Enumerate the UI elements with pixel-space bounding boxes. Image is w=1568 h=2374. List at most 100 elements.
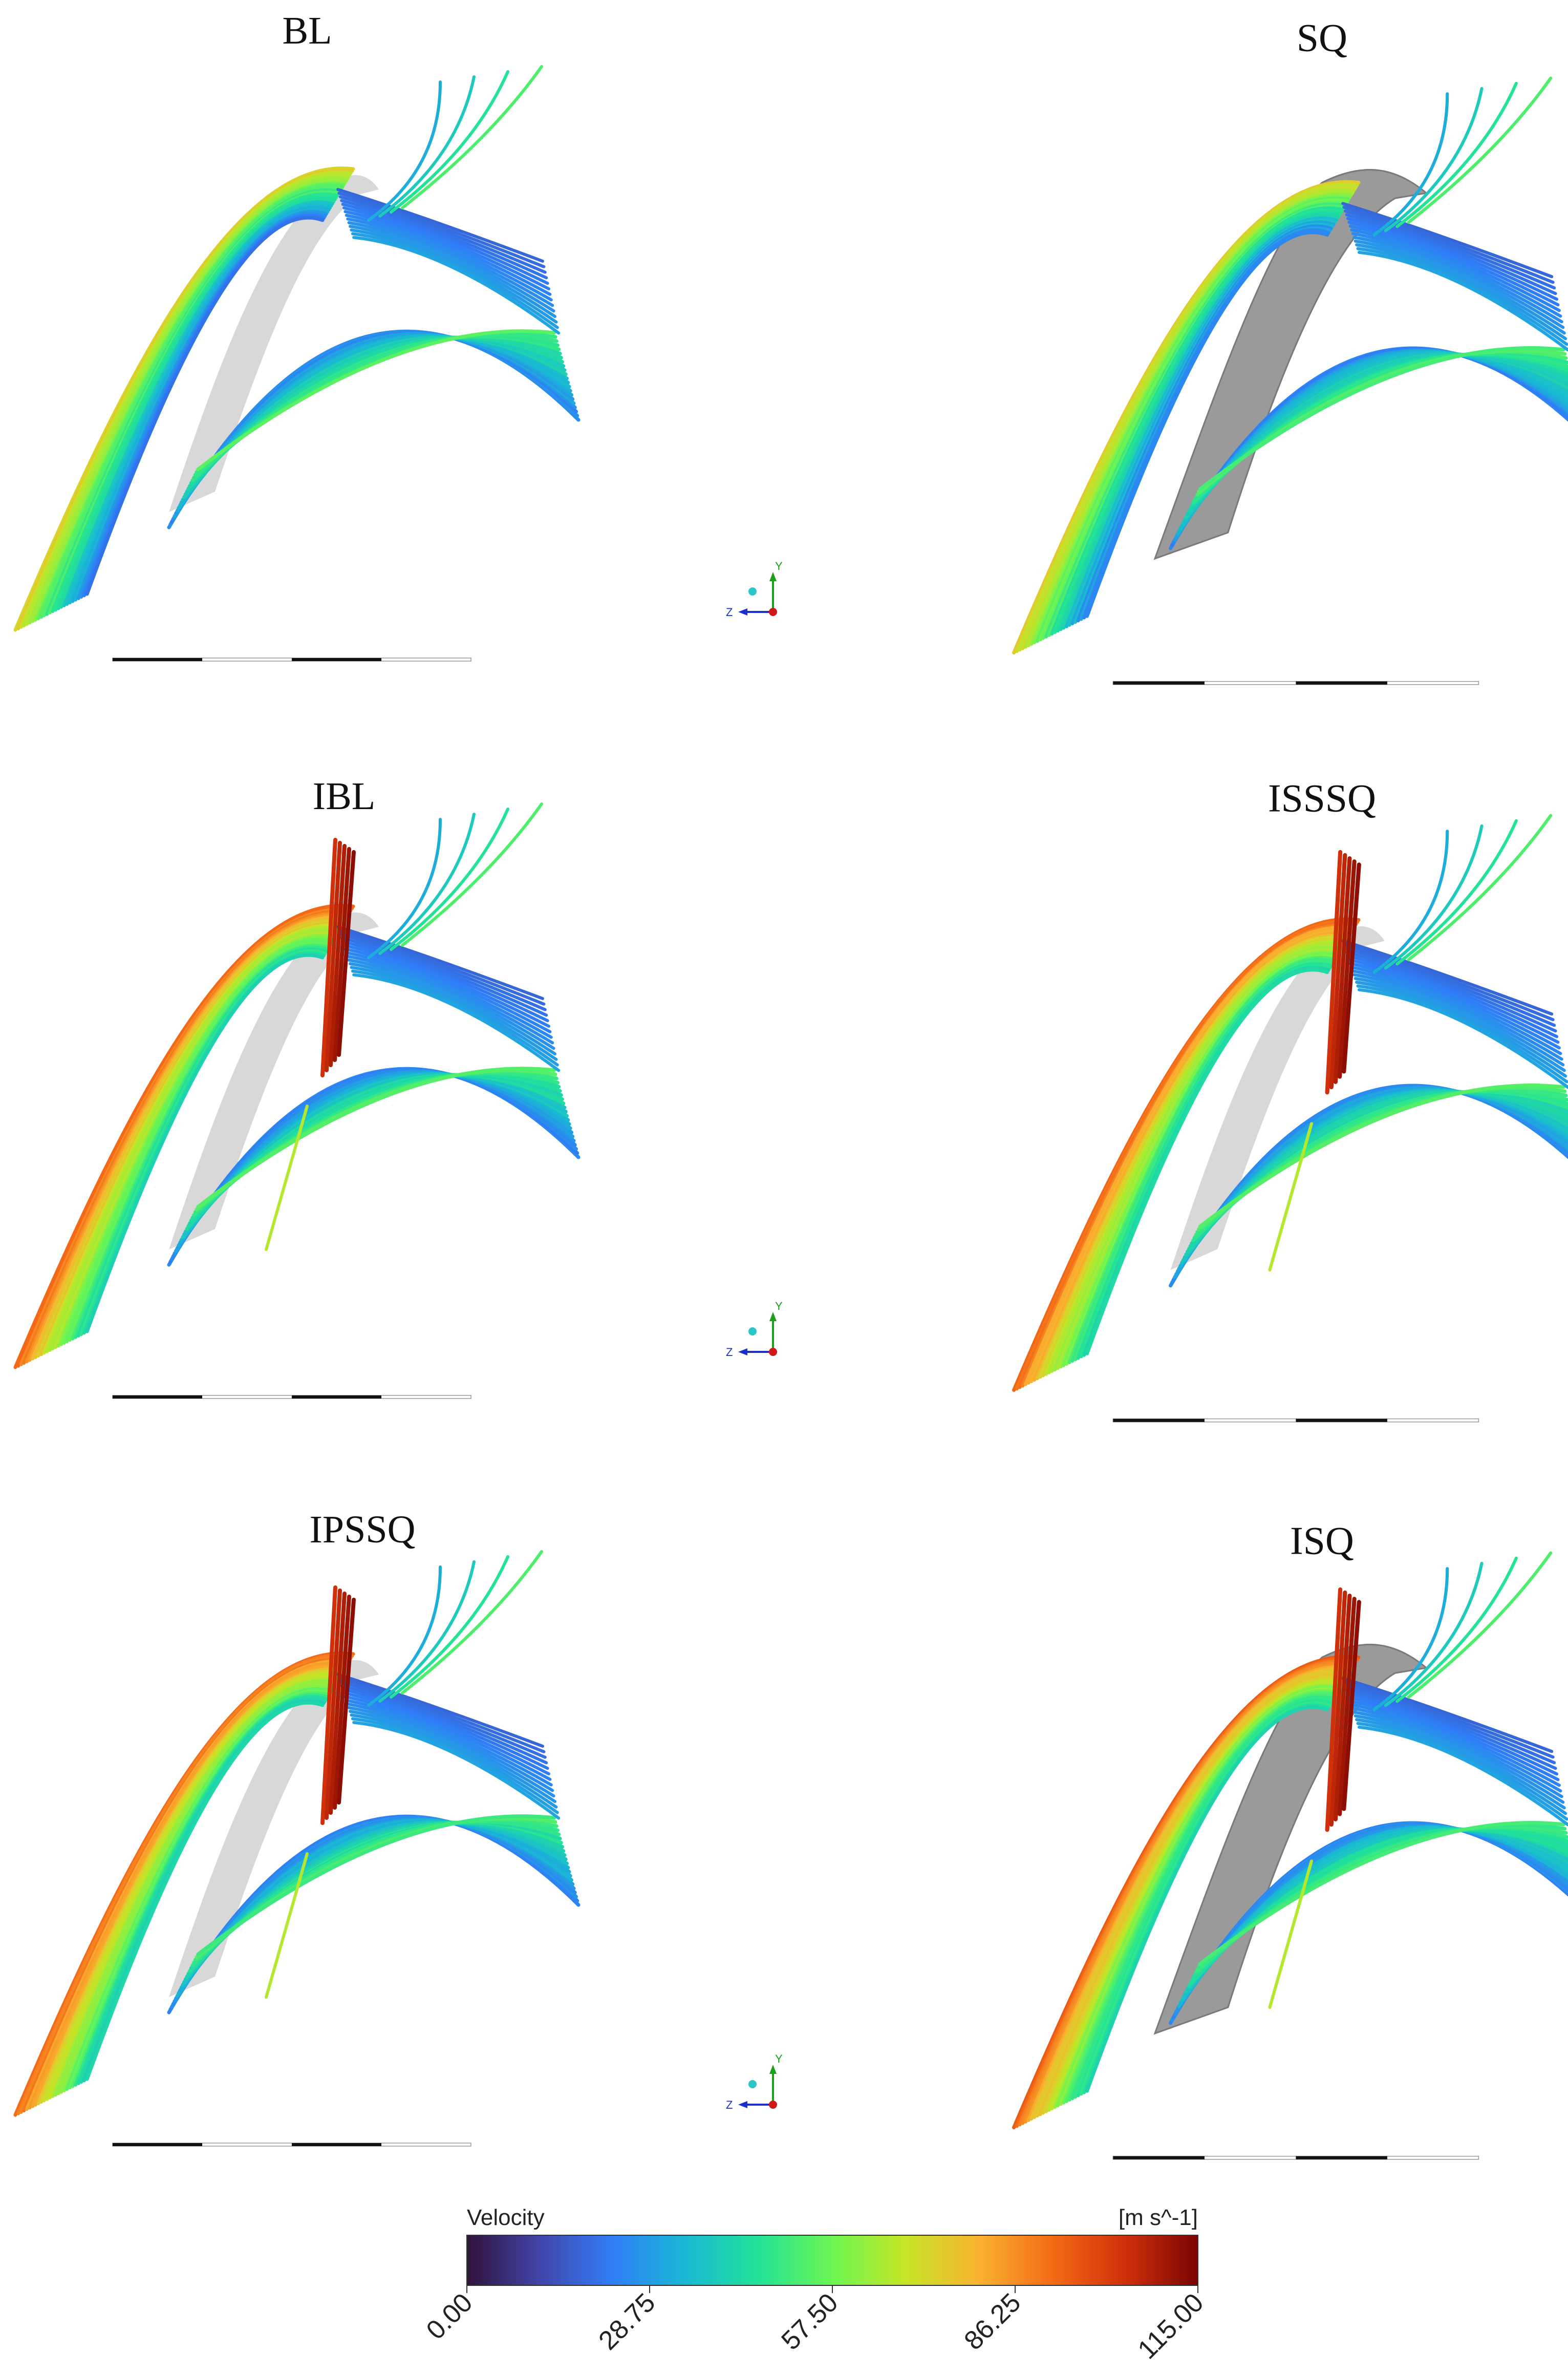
streamline	[350, 1713, 558, 1809]
blade-surface	[1153, 1643, 1428, 2035]
panel-ibl: IBL	[13, 775, 581, 1399]
streamline	[1352, 236, 1565, 329]
streamline	[346, 955, 554, 1045]
colorbar-unit: [m s^-1]	[1119, 2205, 1198, 2230]
streamline	[1352, 1710, 1565, 1804]
streamline	[1342, 205, 1555, 284]
scale-bar	[1112, 681, 1479, 685]
streamline	[1348, 1699, 1561, 1787]
streamline	[342, 1691, 550, 1775]
colorbar-tick-label: 86.25	[958, 2287, 1026, 2356]
y-axis-label: Y	[775, 2052, 783, 2065]
axis-triad: YZ	[726, 560, 783, 619]
z-axis-label: Z	[726, 606, 733, 619]
panel-bl: BL	[13, 9, 581, 662]
streamline	[1085, 1705, 1329, 2093]
streamline	[367, 80, 442, 222]
light-dot	[748, 1327, 757, 1336]
scale-bar	[1112, 2155, 1479, 2160]
streamline	[1395, 81, 1518, 228]
panel-isssq: ISSSQ	[1012, 776, 1568, 1423]
z-axis-label: Z	[726, 2099, 733, 2111]
panel-title: BL	[282, 9, 332, 52]
jet-streamline	[325, 1588, 342, 1820]
colorbar-title: Velocity	[467, 2205, 545, 2230]
streamline	[390, 1555, 509, 1699]
streamline	[1395, 819, 1518, 966]
streamline	[1346, 1691, 1559, 1776]
jet-streamline	[265, 1852, 309, 1999]
streamline	[1345, 950, 1557, 1033]
streamlines	[13, 65, 581, 632]
light-dot	[748, 2080, 757, 2088]
jet-streamline	[1268, 1859, 1314, 2009]
streamline	[196, 329, 556, 472]
streamline	[338, 932, 547, 1011]
streamline	[336, 1673, 544, 1748]
streamline	[336, 188, 544, 263]
streamline	[1347, 958, 1560, 1044]
streamline	[1355, 1718, 1567, 1815]
streamline	[1085, 968, 1329, 1355]
streamlines	[13, 1550, 581, 2117]
streamline	[1357, 988, 1568, 1089]
streamline	[341, 1687, 549, 1770]
scale-bar	[112, 1395, 471, 1399]
panel-title: IBL	[313, 775, 375, 818]
streamline	[337, 929, 546, 1006]
streamline	[352, 973, 561, 1072]
streamline	[367, 818, 442, 959]
light-dot	[748, 587, 757, 596]
streamline	[85, 216, 325, 596]
jet-streamline	[333, 1595, 351, 1810]
streamline	[1342, 943, 1555, 1022]
streamline	[347, 1706, 555, 1798]
blade-surface	[1170, 926, 1385, 1270]
streamline	[1351, 969, 1563, 1061]
jet-streamline	[1337, 1597, 1357, 1816]
streamline	[340, 199, 548, 280]
blade-surface	[169, 1660, 379, 1997]
streamline	[347, 221, 555, 313]
streamline	[342, 206, 550, 290]
streamline	[349, 225, 556, 318]
streamline	[1344, 209, 1556, 290]
streamline	[1354, 977, 1566, 1072]
streamline	[337, 192, 546, 268]
jet-streamline	[1342, 862, 1361, 1074]
streamline	[349, 962, 556, 1055]
streamline	[378, 75, 476, 218]
panel-isq: ISQ	[1012, 1519, 1568, 2160]
streamline	[1351, 232, 1563, 324]
jet-streamline	[1325, 1587, 1343, 1832]
streamline	[1357, 250, 1568, 352]
panel-sq: SQ	[1012, 16, 1568, 685]
streamline	[1344, 1684, 1556, 1765]
streamline	[1354, 239, 1566, 335]
streamline	[1357, 1725, 1568, 1827]
streamline	[1348, 224, 1561, 312]
jet-streamline	[329, 1592, 347, 1815]
streamline	[350, 966, 558, 1061]
streamline	[390, 808, 509, 951]
streamline	[343, 947, 552, 1033]
streamline	[341, 940, 549, 1023]
streamline	[1372, 92, 1449, 237]
streamline	[351, 1717, 559, 1814]
blade-surface	[1153, 168, 1428, 560]
streamline	[340, 936, 548, 1017]
streamline	[338, 1680, 547, 1759]
colorbar-ticks: 0.00 28.75 57.50 86.25 115.00	[421, 2285, 1209, 2365]
streamline	[346, 1702, 554, 1792]
streamline	[1346, 954, 1559, 1038]
axis-triad: YZ	[726, 1300, 783, 1359]
jet-streamline	[1329, 853, 1347, 1090]
streamline	[1347, 221, 1560, 307]
jet-streamline	[265, 1105, 309, 1251]
blade-surface	[169, 175, 379, 512]
y-axis-label: Y	[775, 560, 783, 573]
streamline	[196, 1814, 556, 1957]
streamline	[401, 1550, 543, 1694]
streamline	[1345, 213, 1557, 295]
jet-streamline	[1333, 1594, 1352, 1821]
